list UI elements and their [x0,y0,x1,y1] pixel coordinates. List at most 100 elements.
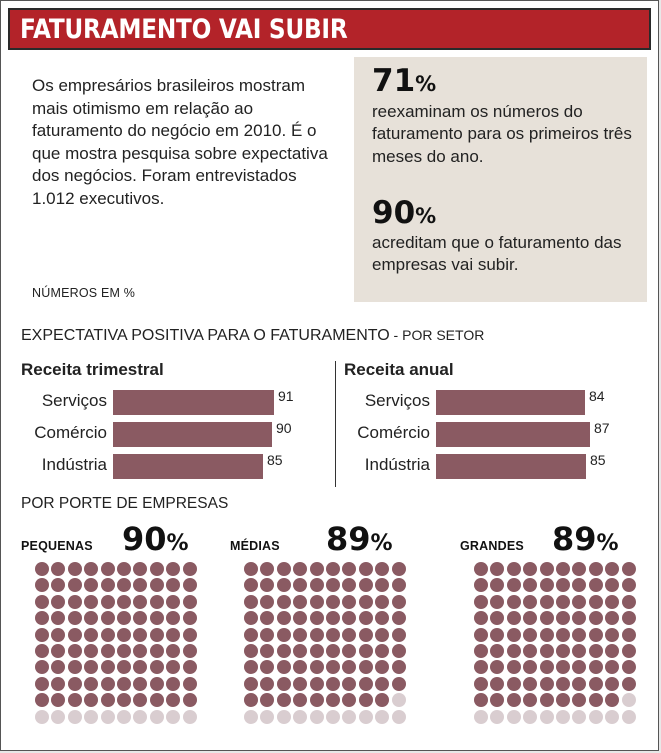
dot-filled [35,628,49,642]
dot-filled [523,677,537,691]
size-group-label: GRANDES [460,539,524,553]
dot-filled [474,644,488,658]
size-group-dot-grid [474,562,644,727]
dot-filled [35,677,49,691]
dot-filled [183,644,197,658]
dot-filled [507,628,521,642]
dot-filled [35,562,49,576]
dot-filled [326,611,340,625]
size-group-percent: 90% [122,520,189,558]
dot-filled [101,595,115,609]
dot-filled [540,660,554,674]
dot-filled [392,595,406,609]
dot-filled [490,611,504,625]
dot-filled [507,611,521,625]
dot-filled [117,677,131,691]
dot-filled [166,693,180,707]
dot-filled [556,693,570,707]
dot-filled [244,595,258,609]
dot-filled [117,693,131,707]
dot-filled [556,562,570,576]
dot-filled [359,628,373,642]
dot-filled [359,660,373,674]
dot-filled [556,578,570,592]
dot-empty [293,710,307,724]
dot-filled [260,660,274,674]
dot-filled [589,595,603,609]
dot-filled [326,595,340,609]
dot-filled [310,562,324,576]
dot-empty [392,693,406,707]
quarterly-bar-value: 85 [267,452,283,468]
dot-filled [310,578,324,592]
dot-filled [117,562,131,576]
dot-filled [68,660,82,674]
dot-filled [523,578,537,592]
dot-filled [572,628,586,642]
dot-filled [117,611,131,625]
dot-empty [474,710,488,724]
dot-filled [51,578,65,592]
quarterly-bar-value: 91 [278,388,294,404]
dot-filled [523,595,537,609]
dot-filled [183,578,197,592]
dot-filled [326,578,340,592]
dot-filled [375,578,389,592]
dot-filled [68,677,82,691]
dot-filled [556,628,570,642]
dot-filled [589,660,603,674]
stat-90-text: acreditam que o faturamento das empresas… [372,233,622,275]
dot-filled [474,595,488,609]
dot-filled [101,660,115,674]
dot-filled [605,595,619,609]
dot-filled [605,628,619,642]
dot-empty [166,710,180,724]
dot-filled [310,644,324,658]
dot-filled [342,644,356,658]
page-title: FATURAMENTO VAI SUBIR [20,14,348,45]
dot-filled [166,611,180,625]
dot-filled [133,578,147,592]
dot-filled [51,562,65,576]
dot-filled [35,693,49,707]
dot-filled [260,677,274,691]
dot-filled [310,611,324,625]
dot-empty [605,710,619,724]
dot-filled [490,644,504,658]
dot-empty [392,710,406,724]
size-group-label: PEQUENAS [21,539,93,553]
dot-filled [133,562,147,576]
dot-filled [117,628,131,642]
dot-filled [540,562,554,576]
dot-filled [101,644,115,658]
sector-title-main: EXPECTATIVA POSITIVA PARA O FATURAMENTO [21,327,390,344]
dot-empty [68,710,82,724]
units-note: NÚMEROS EM % [32,286,136,300]
dot-filled [244,628,258,642]
dot-filled [166,644,180,658]
dot-filled [277,595,291,609]
dot-empty [310,710,324,724]
dot-filled [507,578,521,592]
dot-filled [326,677,340,691]
size-group-percent-number: 90 [122,520,167,558]
dot-filled [101,578,115,592]
dot-filled [375,693,389,707]
dot-filled [375,677,389,691]
dot-filled [392,562,406,576]
dot-filled [84,578,98,592]
dot-filled [117,644,131,658]
dot-filled [51,644,65,658]
dot-filled [622,578,636,592]
dot-filled [150,562,164,576]
dot-filled [293,644,307,658]
dot-filled [523,628,537,642]
dot-filled [133,693,147,707]
quarterly-category-label: Serviços [41,391,107,410]
dot-filled [183,677,197,691]
dot-filled [540,677,554,691]
dot-empty [150,710,164,724]
sector-section-title: EXPECTATIVA POSITIVA PARA O FATURAMENTO … [21,327,484,345]
dot-filled [150,660,164,674]
dot-filled [523,693,537,707]
